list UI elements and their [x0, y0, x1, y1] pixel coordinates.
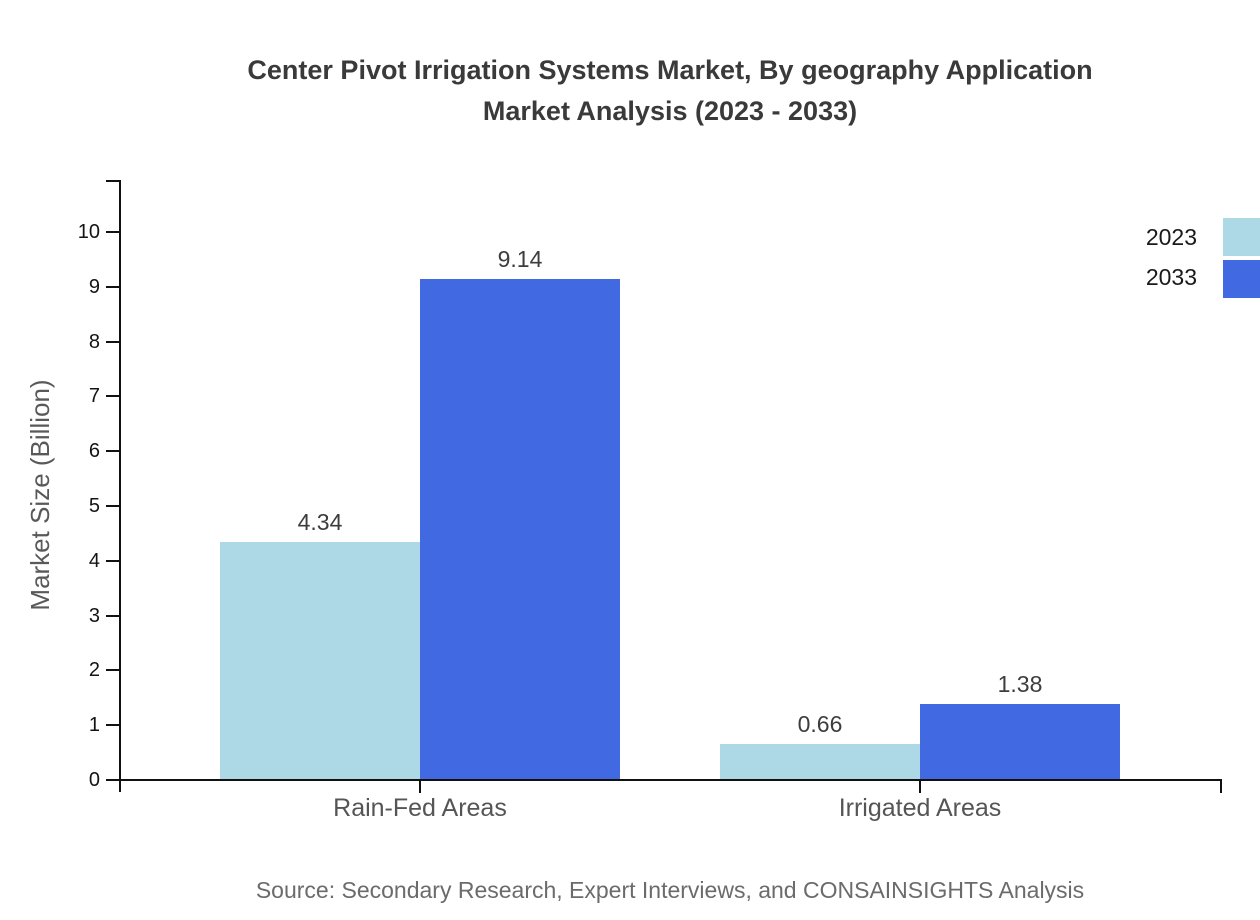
y-tick-label: 1: [88, 714, 100, 737]
y-tick: [106, 285, 119, 288]
y-tick: [106, 779, 119, 781]
x-axis-end-tick: [1220, 779, 1222, 793]
legend-swatch-2033: [1223, 260, 1260, 298]
category-label: Rain-Fed Areas: [333, 794, 507, 822]
y-tick: [106, 340, 119, 343]
bar-value-label: 1.38: [997, 671, 1043, 698]
bar-value-label: 9.14: [497, 246, 543, 273]
y-tick-label: 7: [88, 385, 100, 408]
y-tick: [106, 450, 119, 453]
y-axis-spine: [119, 180, 121, 792]
category-label: Irrigated Areas: [838, 794, 1002, 822]
x-tick: [919, 780, 921, 793]
y-tick: [106, 724, 119, 727]
chart-title-line-2: Market Analysis (2023 - 2033): [482, 96, 858, 126]
y-tick-label: 9: [88, 275, 100, 298]
bar-2033-rain-fed-areas: [420, 279, 620, 780]
y-tick-label: 0: [88, 769, 100, 791]
y-tick: [106, 614, 119, 617]
legend-swatch-2023: [1223, 218, 1260, 256]
legend-label-2033: 2033: [1145, 264, 1197, 290]
y-tick-label: 6: [88, 440, 100, 463]
bar-value-label: 0.66: [797, 710, 843, 737]
y-tick-label: 3: [88, 604, 100, 627]
y-tick: [106, 231, 119, 233]
y-tick-label: 5: [88, 495, 100, 517]
y-tick: [106, 395, 119, 398]
bar-2023-irrigated-areas: [720, 743, 920, 780]
y-tick-label: 4: [88, 549, 100, 572]
y-tick: [106, 669, 119, 672]
source-note: Source: Secondary Research, Expert Inter…: [255, 877, 1085, 903]
chart-title: Center Pivot Irrigation Systems Market, …: [130, 50, 1210, 132]
bar-value-label: 4.34: [297, 509, 343, 536]
x-axis-spine: [119, 779, 1222, 781]
y-tick: [106, 559, 119, 562]
y-axis-end-tick: [106, 180, 119, 182]
y-tick-label: 8: [88, 330, 100, 353]
y-tick: [106, 505, 119, 507]
y-tick-label: 2: [88, 659, 100, 682]
bar-2033-irrigated-areas: [920, 704, 1120, 780]
x-tick: [419, 780, 421, 793]
bar-2023-rain-fed-areas: [220, 542, 420, 780]
y-tick-label: 10: [77, 221, 100, 243]
legend-label-2023: 2023: [1145, 224, 1197, 250]
chart-title-line-1: Center Pivot Irrigation Systems Market, …: [247, 55, 1093, 85]
